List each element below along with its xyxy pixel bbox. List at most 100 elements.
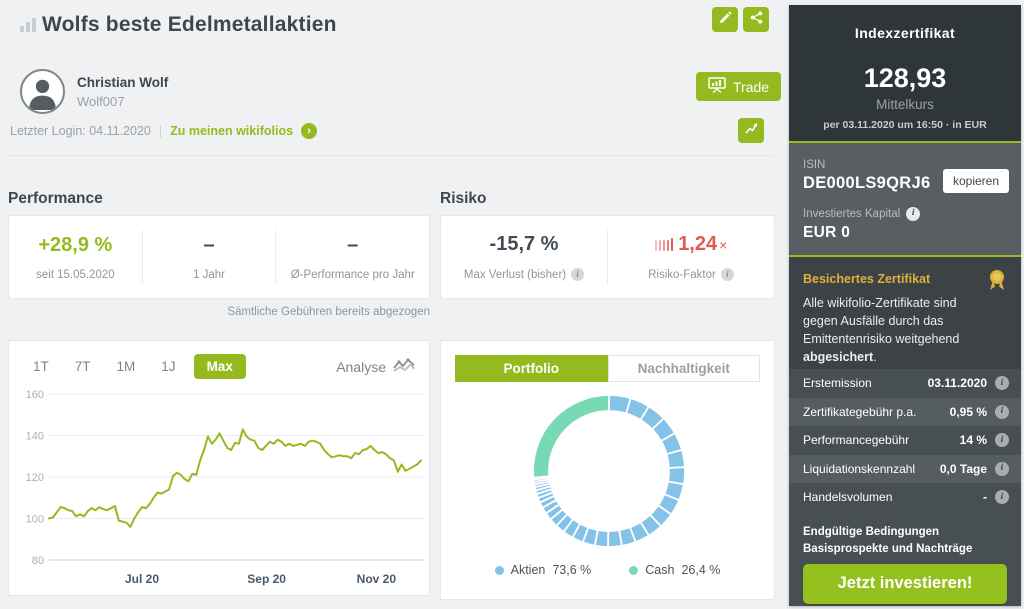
divider (607, 230, 608, 284)
info-icon[interactable]: i (995, 433, 1009, 448)
separator (789, 141, 1021, 143)
performance-1-year: – 1 Jahr (143, 216, 276, 298)
performance-card: +28,9 % seit 15.05.2020 – 1 Jahr – Ø-Per… (8, 215, 430, 299)
page-title: Wolfs beste Edelmetallaktien (42, 13, 337, 36)
separator (789, 255, 1021, 257)
chevron-right-icon[interactable]: › (301, 123, 318, 139)
fact-row-erstemission: Erstemission 03.11.2020 i (789, 369, 1021, 398)
performance-value: +28,9 % (38, 233, 113, 256)
range-selector: 1T 7T 1M 1J Max (25, 354, 246, 379)
risk-meter-icon (654, 238, 674, 251)
sidebar-footer: Endgültige Bedingungen Basisprospekte un… (789, 512, 1021, 607)
certificate-sidebar: Indexzertifikat 128,93 Mittelkurs per 03… (789, 5, 1021, 606)
range-button-1j[interactable]: 1J (161, 359, 176, 374)
trader-avatar[interactable] (20, 69, 65, 114)
info-icon[interactable]: i (995, 404, 1009, 419)
copy-isin-button[interactable]: kopieren (942, 169, 1009, 193)
risk-factor-stat: 1,24 × Risiko-Faktor i (608, 216, 774, 298)
performance-line-chart[interactable]: 160 140 120 100 80 Jul 20 Sep 20 Nov 20 (9, 385, 431, 597)
fact-row-liquidationskennzahl: Liquidationskennzahl 0,0 Tage i (789, 454, 1021, 483)
fact-rows: Erstemission 03.11.2020 i Zertifikategeb… (789, 369, 1021, 512)
person-icon (29, 79, 56, 110)
performance-since-issue: +28,9 % seit 15.05.2020 (9, 216, 142, 298)
isin-panel: ISIN DE000LS9QRJ6 kopieren Investiertes … (789, 143, 1021, 255)
performance-label: seit 15.05.2020 (36, 268, 115, 281)
legend-item-aktien[interactable]: Aktien 73,6 % (494, 563, 592, 577)
risk-heading: Risiko (440, 190, 487, 207)
base-prospectus-link[interactable]: Basisprospekte und Nachträge (803, 542, 973, 555)
trader-name[interactable]: Christian Wolf (77, 75, 169, 90)
trader-info: Christian Wolf Wolf007 (77, 75, 168, 109)
allocation-donut-chart[interactable] (441, 387, 776, 557)
presentation-chart-icon (708, 77, 726, 96)
risk-factor-label: Risiko-Faktor i (648, 268, 734, 281)
share-icon (750, 10, 763, 29)
isin-value: DE000LS9QRJ6 (803, 174, 931, 192)
invested-capital-value: EUR 0 (803, 224, 851, 241)
svg-text:120: 120 (26, 472, 44, 484)
max-loss-stat: -15,7 % Max Verlust (bisher) i (441, 216, 607, 298)
mid-price: 128,93 (863, 63, 947, 93)
secured-title: Besichertes Zertifikat (803, 272, 931, 286)
trade-button-label: Trade (733, 78, 770, 95)
edit-button[interactable] (712, 7, 738, 32)
price-panel: Indexzertifikat 128,93 Mittelkurs per 03… (789, 5, 1021, 141)
info-icon[interactable]: i (995, 490, 1009, 505)
my-wikifolios-link[interactable]: Zu meinen wikifolios (170, 124, 294, 138)
performance-heading: Performance (8, 190, 103, 207)
legend-value: 73,6 % (552, 563, 592, 577)
isin-label: ISIN (803, 159, 826, 171)
trade-button[interactable]: Trade (696, 72, 782, 101)
svg-text:Nov 20: Nov 20 (357, 572, 397, 586)
secured-text: Alle wikifolio-Zertifikate sind gegen Au… (803, 296, 960, 365)
svg-text:140: 140 (26, 431, 44, 443)
risk-factor-suffix: × (719, 236, 728, 253)
portfolio-card: Portfolio Nachhaltigkeit Aktien 73,6 % C… (440, 340, 775, 600)
wikifolio-type-icon (20, 18, 36, 37)
tab-nachhaltigkeit[interactable]: Nachhaltigkeit (607, 355, 760, 382)
range-button-1m[interactable]: 1M (116, 359, 136, 374)
risk-card: -15,7 % Max Verlust (bisher) i 1,24 × Ri… (440, 215, 775, 299)
legend-value: 26,4 % (681, 563, 721, 577)
info-icon[interactable]: i (995, 376, 1009, 391)
performance-value: – (347, 233, 359, 256)
info-icon[interactable]: i (720, 268, 734, 281)
header-divider (8, 155, 775, 156)
performance-chart-card: 1T 7T 1M 1J Max Analyse 160 140 120 100 80 Ju… (8, 340, 430, 596)
info-icon[interactable]: i (995, 461, 1009, 476)
max-loss-label: Max Verlust (bisher) i (464, 268, 585, 281)
divider (275, 230, 277, 284)
divider (141, 230, 143, 284)
info-icon[interactable]: i (571, 268, 585, 281)
legend-item-cash[interactable]: Cash 26,4 % (629, 563, 720, 577)
legend-label: Aktien (510, 563, 546, 577)
final-terms-link[interactable]: Endgültige Bedingungen (803, 525, 940, 538)
trader-handle: Wolf007 (77, 94, 125, 109)
invested-capital-label: Investiertes Kapital i (803, 207, 1007, 221)
fact-row-handelsvolumen: Handelsvolumen - i (789, 483, 1021, 512)
login-row: Letzter Login: 04.11.2020 | Zu meinen wi… (10, 123, 318, 139)
compare-chart-button[interactable] (738, 118, 764, 143)
invest-now-button[interactable]: Jetzt investieren! (803, 563, 1007, 604)
range-button-7t[interactable]: 7T (74, 359, 91, 374)
donut-legend: Aktien 73,6 % Cash 26,4 % (441, 563, 774, 577)
tab-portfolio[interactable]: Portfolio (455, 355, 608, 382)
info-icon[interactable]: i (906, 207, 921, 221)
fact-row-zertifikategebuehr: Zertifikategebühr p.a. 0,95 % i (789, 397, 1021, 426)
legend-label: Cash (645, 563, 675, 577)
share-button[interactable] (743, 7, 769, 32)
product-type: Indexzertifikat (854, 25, 956, 41)
fact-row-performancegebuehr: Performancegebühr 14 % i (789, 426, 1021, 455)
last-login-text: Letzter Login: 04.11.2020 (10, 124, 151, 138)
medal-icon (987, 269, 1007, 298)
svg-text:160: 160 (26, 389, 44, 401)
svg-text:80: 80 (32, 555, 44, 567)
range-button-1t[interactable]: 1T (33, 359, 49, 374)
secured-certificate-panel: Besichertes Zertifikat Alle wikifolio-Ze… (789, 257, 1021, 369)
range-button-max[interactable]: Max (193, 354, 246, 379)
analyse-toggle[interactable]: Analyse (336, 357, 415, 376)
svg-text:100: 100 (26, 514, 44, 526)
performance-label: Ø-Performance pro Jahr (290, 268, 415, 281)
analyse-chart-icon (393, 357, 415, 376)
